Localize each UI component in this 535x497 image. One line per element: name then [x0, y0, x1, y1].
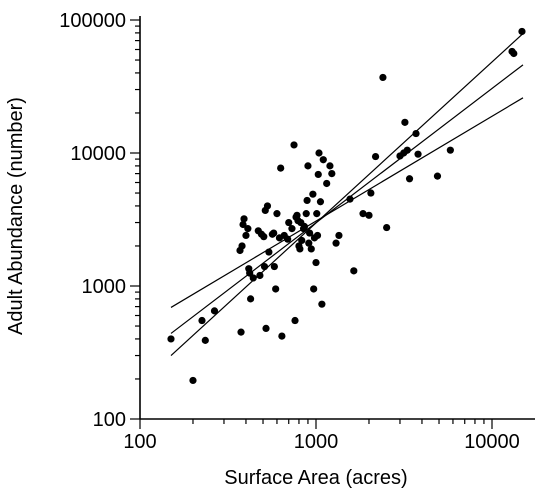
data-point — [262, 324, 270, 332]
data-point — [284, 235, 292, 243]
data-point — [305, 239, 313, 247]
data-point — [302, 210, 310, 218]
data-point — [433, 172, 442, 180]
data-point — [249, 274, 257, 282]
data-point — [326, 162, 334, 170]
x-tick-label: 10000 — [464, 431, 520, 453]
data-point — [313, 231, 322, 240]
data-point — [273, 210, 281, 218]
data-point — [189, 376, 197, 385]
data-point — [518, 27, 526, 36]
data-point — [414, 150, 422, 158]
data-point — [237, 328, 245, 336]
data-point — [312, 258, 320, 267]
data-point — [323, 179, 331, 188]
data-points — [167, 27, 526, 385]
data-point — [296, 245, 304, 253]
data-point — [365, 211, 373, 219]
data-point — [263, 202, 272, 210]
y-tick-label: 10000 — [70, 143, 126, 165]
data-point — [265, 248, 273, 256]
data-point — [314, 170, 322, 179]
tick-labels: 100 1000 10000 100 1000 10000 100000 — [59, 10, 520, 453]
data-point — [303, 196, 311, 205]
data-point — [335, 231, 343, 240]
data-point — [201, 336, 209, 344]
data-point — [290, 141, 298, 149]
data-point — [315, 149, 323, 157]
data-point — [198, 316, 206, 325]
data-point — [510, 49, 518, 58]
data-point — [319, 156, 327, 164]
data-point — [307, 245, 315, 253]
fit-lines — [170, 33, 524, 356]
data-point — [278, 332, 286, 340]
y-tick-label: 100000 — [59, 10, 126, 32]
x-tick-label: 100 — [123, 431, 156, 453]
data-point — [446, 146, 454, 154]
data-point — [412, 129, 420, 138]
data-point — [405, 175, 414, 183]
data-point — [371, 152, 380, 161]
data-point — [246, 295, 255, 303]
data-point — [359, 210, 367, 218]
data-point — [285, 218, 293, 227]
data-point — [383, 223, 391, 232]
data-point — [167, 335, 175, 343]
data-point — [300, 222, 309, 231]
ticks — [130, 19, 493, 429]
data-point — [306, 229, 314, 237]
data-point — [260, 233, 268, 241]
data-point — [242, 231, 250, 240]
data-point — [291, 316, 299, 325]
data-point — [272, 285, 280, 293]
data-point — [332, 239, 340, 247]
data-point — [210, 307, 219, 315]
data-point — [298, 236, 306, 245]
data-point — [310, 285, 318, 293]
data-point — [288, 225, 296, 233]
data-point — [304, 162, 312, 170]
data-point — [313, 210, 321, 218]
data-point — [328, 170, 336, 178]
x-axis-title: Surface Area (acres) — [224, 467, 407, 489]
data-point — [379, 73, 387, 82]
data-point — [318, 300, 326, 308]
data-point — [270, 229, 278, 237]
y-tick-label: 100 — [93, 409, 126, 431]
data-point — [316, 198, 325, 206]
data-point — [239, 220, 247, 229]
data-point — [346, 195, 354, 203]
data-point — [309, 190, 317, 198]
data-point — [401, 118, 409, 126]
regression-line-1 — [170, 97, 524, 308]
data-point — [260, 262, 269, 271]
regression-line-3 — [170, 33, 524, 356]
data-point — [367, 189, 375, 197]
data-point — [293, 211, 301, 219]
data-point — [403, 146, 411, 154]
data-point — [270, 262, 278, 271]
y-tick-label: 1000 — [82, 276, 127, 298]
x-tick-label: 1000 — [294, 431, 339, 453]
data-point — [350, 267, 358, 275]
data-point — [240, 215, 248, 223]
axes — [139, 16, 535, 420]
data-point — [244, 225, 252, 233]
y-axis-title: Adult Abundance (number) — [5, 97, 27, 335]
data-point — [238, 242, 246, 250]
data-point — [256, 271, 264, 280]
data-point — [277, 164, 285, 172]
